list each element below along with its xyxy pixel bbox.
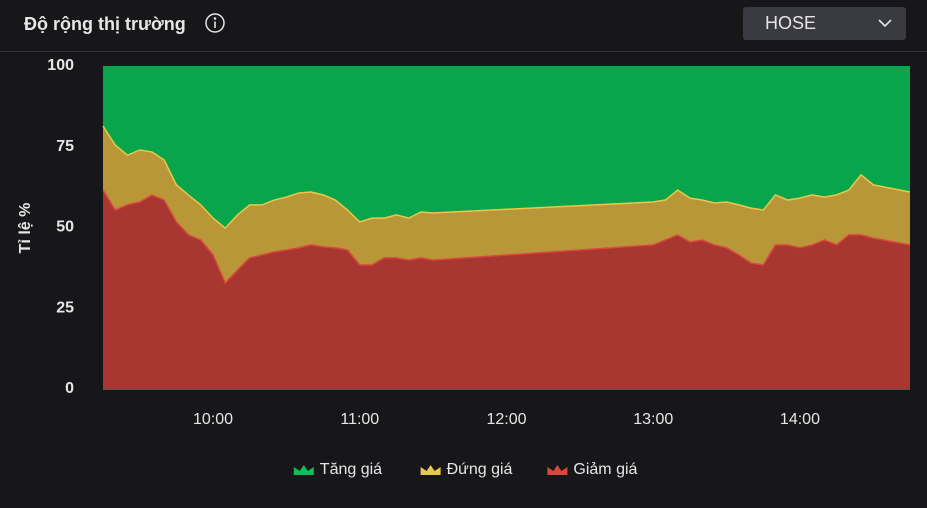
area bbox=[103, 66, 910, 229]
x-tick-label: 13:00 bbox=[633, 411, 673, 428]
dropdown-box bbox=[743, 7, 906, 40]
legend-item: Giảm giá bbox=[547, 461, 638, 478]
dropdown-chevron bbox=[878, 19, 892, 28]
x-tick-label: 10:00 bbox=[193, 411, 233, 428]
x-tick-label: 14:00 bbox=[780, 411, 820, 428]
y-axis-label: Tỉ lệ % bbox=[17, 203, 34, 254]
legend-item: Đứng giá bbox=[420, 461, 513, 478]
area-edge bbox=[102, 189, 911, 285]
legend-label: Tăng giá bbox=[320, 461, 382, 478]
area bbox=[103, 126, 910, 284]
info-icon[interactable] bbox=[205, 13, 225, 33]
x-tick-label: 11:00 bbox=[340, 411, 379, 428]
legend-swatch bbox=[420, 465, 441, 475]
x-tick-label: 12:00 bbox=[486, 411, 526, 428]
legend-swatch bbox=[293, 465, 314, 475]
y-tick-label: 25 bbox=[56, 299, 74, 316]
info-circle bbox=[205, 13, 225, 33]
legend-item: Tăng giá bbox=[293, 461, 382, 478]
y-tick-label: 50 bbox=[56, 219, 74, 236]
area-edge bbox=[102, 125, 911, 230]
info-dot bbox=[213, 17, 217, 20]
y-tick-label: 100 bbox=[47, 57, 74, 74]
y-tick-label: 0 bbox=[65, 380, 74, 397]
y-tick-label: 75 bbox=[56, 138, 74, 155]
chart-title: Độ rộng thị trường bbox=[24, 14, 186, 34]
legend-label: Đứng giá bbox=[447, 461, 513, 478]
exchange-dropdown[interactable]: HOSE bbox=[743, 7, 906, 40]
legend-swatch bbox=[547, 465, 568, 475]
area bbox=[103, 190, 910, 389]
dropdown-label: HOSE bbox=[765, 13, 816, 33]
legend-label: Giảm giá bbox=[573, 461, 637, 478]
